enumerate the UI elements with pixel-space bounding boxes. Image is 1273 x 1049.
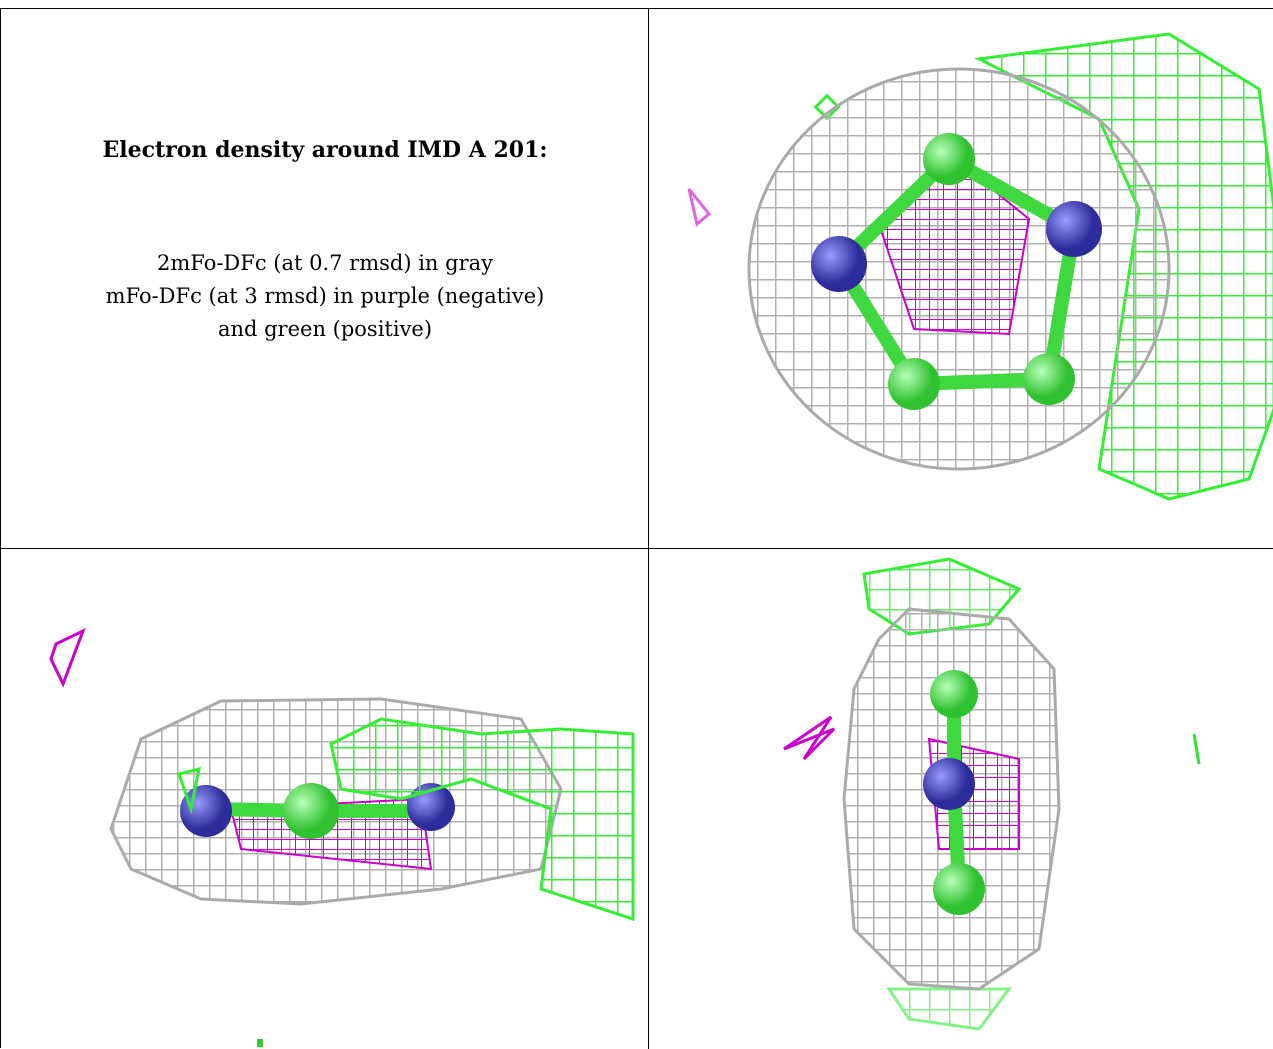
caption-line-fofc-positive: and green (positive) — [1, 313, 649, 346]
caption-line-fofc-negative: mFo-DFc (at 3 rmsd) in purple (negative) — [1, 280, 649, 313]
figure-table: Electron density around IMD A 201: 2mFo-… — [0, 8, 1273, 1048]
negative-density-blob — [51, 631, 83, 684]
density-panel-end-view — [649, 549, 1273, 1049]
caption-title: Electron density around IMD A 201: — [1, 137, 649, 163]
density-panel-side-view — [1, 549, 649, 1049]
caption: Electron density around IMD A 201: 2mFo-… — [1, 9, 649, 549]
negative-density-blob — [689, 189, 709, 224]
density-panel-top-view — [649, 9, 1273, 549]
density-render-side — [1, 549, 649, 1049]
density-render-top — [649, 9, 1273, 549]
negative-density-blob — [784, 717, 834, 759]
caption-cell: Electron density around IMD A 201: 2mFo-… — [1, 9, 649, 549]
density-render-end — [649, 549, 1273, 1049]
caption-line-2fofc: 2mFo-DFc (at 0.7 rmsd) in gray — [1, 247, 649, 280]
